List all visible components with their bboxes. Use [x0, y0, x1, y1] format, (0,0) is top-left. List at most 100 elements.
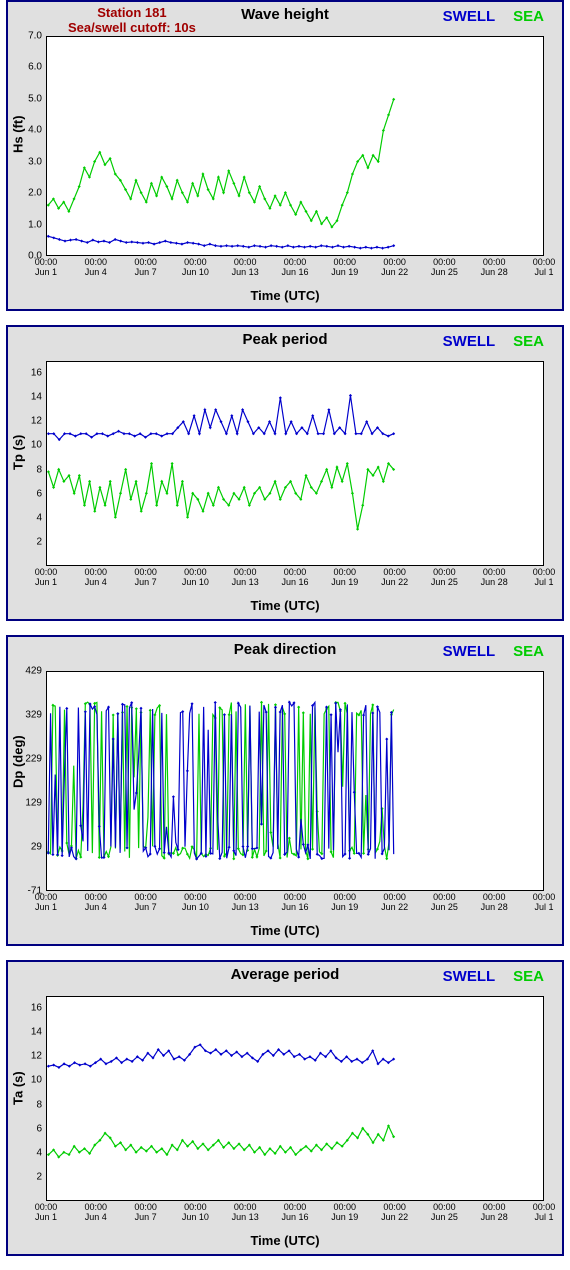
x-tick: 00:00Jun 7: [134, 893, 157, 913]
legend: SWELLSEA: [443, 643, 544, 660]
chart-panel: Peak periodSWELLSEATp (s)24681012141600:…: [6, 325, 564, 621]
x-ticks: 00:00Jun 100:00Jun 400:00Jun 700:00Jun 1…: [46, 568, 550, 594]
x-tick: 00:00Jun 25: [431, 568, 458, 588]
chart-title: Wave height: [241, 6, 329, 23]
legend: SWELL SEA: [443, 333, 544, 350]
x-tick-date: Jun 13: [232, 903, 259, 913]
x-tick: 00:00Jun 28: [481, 258, 508, 278]
y-tick: 3.0: [14, 156, 42, 167]
x-tick-date: Jul 1: [533, 1213, 556, 1223]
legend: SWELLSEA: [443, 8, 544, 25]
x-tick: 00:00Jun 28: [481, 893, 508, 913]
y-tick: 29: [14, 842, 42, 853]
x-tick-date: Jun 10: [182, 578, 209, 588]
x-tick: 00:00Jun 28: [481, 1203, 508, 1223]
x-tick-date: Jun 28: [481, 903, 508, 913]
x-tick: 00:00Jun 25: [431, 258, 458, 278]
y-tick: 2: [14, 536, 42, 547]
x-tick: 00:00Jun 22: [381, 258, 408, 278]
x-tick: 00:00Jul 1: [533, 1203, 556, 1223]
plot-area: [46, 996, 544, 1201]
x-tick-date: Jul 1: [533, 903, 556, 913]
x-tick-date: Jun 13: [232, 1213, 259, 1223]
y-tick: 16: [14, 368, 42, 379]
y-tick: 8: [14, 464, 42, 475]
x-tick: 00:00Jun 25: [431, 893, 458, 913]
chart-panel: Peak directionSWELLSEADp (deg)-712912922…: [6, 635, 564, 946]
y-tick: 4.0: [14, 125, 42, 136]
x-tick: 00:00Jun 16: [281, 568, 308, 588]
x-tick-date: Jun 10: [182, 268, 209, 278]
plot-wrap: 0.01.02.03.04.05.06.07.000:00Jun 100:00J…: [46, 36, 550, 284]
legend-swell: SWELL: [443, 333, 496, 350]
chart-header: Average period SWELLSEA: [8, 962, 562, 996]
x-tick: 00:00Jun 7: [134, 258, 157, 278]
x-tick-date: Jun 25: [431, 268, 458, 278]
x-tick: 00:00Jun 4: [85, 893, 108, 913]
y-ticks: 0.01.02.03.04.05.06.07.0: [16, 36, 44, 284]
x-tick-date: Jun 28: [481, 578, 508, 588]
chart-svg: [47, 672, 543, 890]
x-tick: 00:00Jun 4: [85, 1203, 108, 1223]
x-tick: 00:00Jun 19: [331, 893, 358, 913]
x-tick-date: Jun 1: [35, 268, 58, 278]
x-ticks: 00:00Jun 100:00Jun 400:00Jun 700:00Jun 1…: [46, 258, 550, 284]
x-tick-date: Jun 4: [85, 1213, 108, 1223]
x-tick: 00:00Jun 10: [182, 258, 209, 278]
x-tick: 00:00Jun 19: [331, 1203, 358, 1223]
y-tick: 229: [14, 754, 42, 765]
x-tick-date: Jun 1: [35, 1213, 58, 1223]
legend-sea: SEA: [513, 333, 544, 350]
x-ticks: 00:00Jun 100:00Jun 400:00Jun 700:00Jun 1…: [46, 1203, 550, 1229]
x-tick: 00:00Jun 13: [232, 893, 259, 913]
x-tick-date: Jun 13: [232, 268, 259, 278]
x-tick: 00:00Jun 1: [35, 258, 58, 278]
y-tick: 12: [14, 1051, 42, 1062]
y-tick: 4: [14, 512, 42, 523]
x-axis-label: Time (UTC): [8, 923, 562, 938]
x-tick-date: Jun 10: [182, 903, 209, 913]
x-tick: 00:00Jul 1: [533, 893, 556, 913]
y-tick: 6: [14, 1123, 42, 1134]
x-tick-date: Jul 1: [533, 578, 556, 588]
x-tick-date: Jun 10: [182, 1213, 209, 1223]
x-tick-date: Jun 16: [281, 903, 308, 913]
y-ticks: 246810121416: [16, 996, 44, 1229]
x-tick-date: Jun 25: [431, 578, 458, 588]
y-tick: 2: [14, 1171, 42, 1182]
x-tick: 00:00Jun 22: [381, 1203, 408, 1223]
y-tick: 329: [14, 710, 42, 721]
y-tick: 14: [14, 1027, 42, 1038]
x-tick-date: Jun 22: [381, 1213, 408, 1223]
x-tick-date: Jun 1: [35, 578, 58, 588]
x-tick-date: Jul 1: [533, 268, 556, 278]
x-tick-date: Jun 28: [481, 268, 508, 278]
legend-sea: SEA: [513, 643, 544, 660]
chart-header: Peak directionSWELLSEA: [8, 637, 562, 671]
legend-swell: SWELL: [443, 968, 496, 985]
x-tick-date: Jun 7: [134, 268, 157, 278]
x-tick: 00:00Jun 13: [232, 568, 259, 588]
y-tick: 16: [14, 1003, 42, 1014]
x-tick: 00:00Jun 10: [182, 568, 209, 588]
plot-area: [46, 671, 544, 891]
legend: SWELLSEA: [443, 968, 544, 985]
y-tick: 12: [14, 416, 42, 427]
plot-area: [46, 361, 544, 566]
chart-title: Average period: [231, 966, 340, 983]
x-tick-date: Jun 19: [331, 578, 358, 588]
y-tick: 8: [14, 1099, 42, 1110]
x-tick: 00:00Jun 22: [381, 568, 408, 588]
chart-panel: Station 181Sea/swell cutoff: 10sWave hei…: [6, 0, 564, 311]
chart-header: Station 181Sea/swell cutoff: 10sWave hei…: [8, 2, 562, 36]
x-tick: 00:00Jun 13: [232, 1203, 259, 1223]
x-tick-date: Jun 16: [281, 268, 308, 278]
x-tick: 00:00Jun 16: [281, 258, 308, 278]
plot-wrap: 24681012141600:00Jun 100:00Jun 400:00Jun…: [46, 361, 550, 594]
y-tick: 5.0: [14, 93, 42, 104]
x-tick: 00:00Jun 16: [281, 893, 308, 913]
x-tick-date: Jun 25: [431, 903, 458, 913]
x-axis-label: Time (UTC): [8, 288, 562, 303]
x-tick-date: Jun 7: [134, 1213, 157, 1223]
x-tick-date: Jun 19: [331, 903, 358, 913]
